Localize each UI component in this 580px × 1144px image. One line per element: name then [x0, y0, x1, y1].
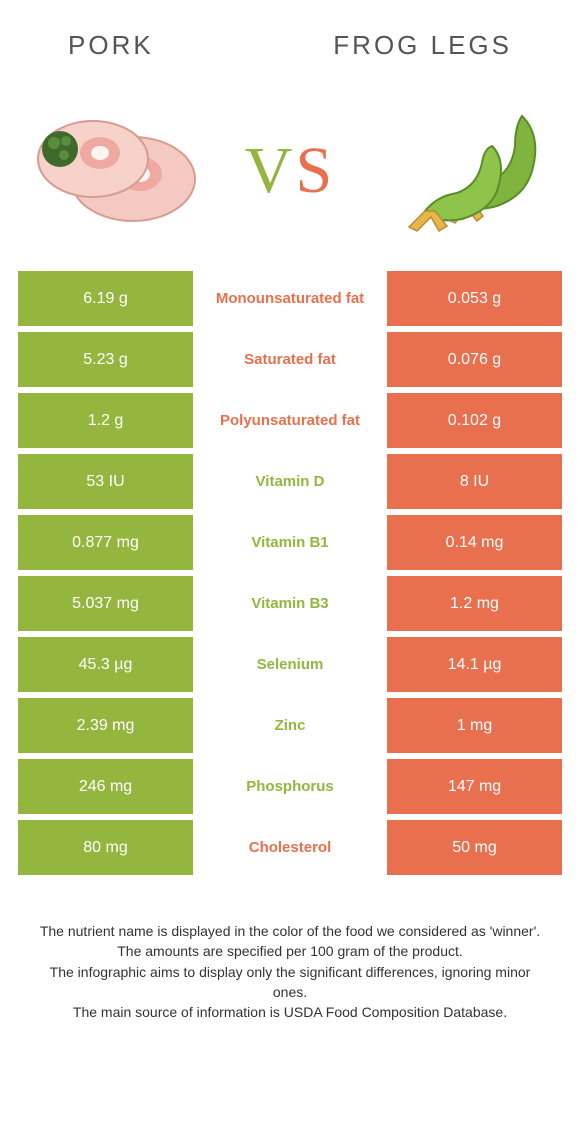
frog-value: 147 mg: [387, 759, 562, 814]
nutrient-label: Monounsaturated fat: [193, 271, 387, 326]
pork-value: 5.23 g: [18, 332, 193, 387]
frog-value: 8 IU: [387, 454, 562, 509]
pork-value: 2.39 mg: [18, 698, 193, 753]
pork-value: 1.2 g: [18, 393, 193, 448]
vs-row: VS: [18, 81, 562, 271]
pork-value: 45.3 µg: [18, 637, 193, 692]
pork-image: [28, 101, 203, 241]
vs-v: V: [245, 134, 296, 207]
footnote-line: The main source of information is USDA F…: [38, 1002, 542, 1022]
frog-value: 0.076 g: [387, 332, 562, 387]
table-row: 80 mgCholesterol50 mg: [18, 820, 562, 875]
pork-value: 53 IU: [18, 454, 193, 509]
frog-value: 50 mg: [387, 820, 562, 875]
table-row: 246 mgPhosphorus147 mg: [18, 759, 562, 814]
frog-value: 14.1 µg: [387, 637, 562, 692]
header-right: Frog legs: [333, 30, 512, 61]
table-row: 6.19 gMonounsaturated fat0.053 g: [18, 271, 562, 326]
nutrient-label: Zinc: [193, 698, 387, 753]
vs-label: VS: [245, 133, 335, 209]
table-row: 5.037 mgVitamin B31.2 mg: [18, 576, 562, 631]
pork-value: 6.19 g: [18, 271, 193, 326]
vs-s: S: [295, 134, 335, 207]
pork-value: 246 mg: [18, 759, 193, 814]
frog-legs-image: [377, 101, 552, 241]
frog-value: 0.14 mg: [387, 515, 562, 570]
pork-value: 5.037 mg: [18, 576, 193, 631]
footnote-line: The infographic aims to display only the…: [38, 962, 542, 1003]
table-row: 0.877 mgVitamin B10.14 mg: [18, 515, 562, 570]
footnote-line: The nutrient name is displayed in the co…: [38, 921, 542, 941]
nutrient-label: Cholesterol: [193, 820, 387, 875]
table-row: 45.3 µgSelenium14.1 µg: [18, 637, 562, 692]
nutrient-label: Vitamin B1: [193, 515, 387, 570]
table-row: 5.23 gSaturated fat0.076 g: [18, 332, 562, 387]
nutrient-label: Phosphorus: [193, 759, 387, 814]
frog-value: 1 mg: [387, 698, 562, 753]
frog-value: 1.2 mg: [387, 576, 562, 631]
pork-value: 80 mg: [18, 820, 193, 875]
frog-value: 0.053 g: [387, 271, 562, 326]
nutrient-label: Saturated fat: [193, 332, 387, 387]
table-row: 1.2 gPolyunsaturated fat0.102 g: [18, 393, 562, 448]
pork-value: 0.877 mg: [18, 515, 193, 570]
table-row: 53 IUVitamin D8 IU: [18, 454, 562, 509]
nutrient-label: Selenium: [193, 637, 387, 692]
nutrient-label: Vitamin B3: [193, 576, 387, 631]
nutrient-label: Polyunsaturated fat: [193, 393, 387, 448]
nutrient-table: 6.19 gMonounsaturated fat0.053 g 5.23 gSa…: [18, 271, 562, 875]
frog-value: 0.102 g: [387, 393, 562, 448]
nutrient-label: Vitamin D: [193, 454, 387, 509]
footnote-line: The amounts are specified per 100 gram o…: [38, 941, 542, 961]
header-row: Pork Frog legs: [18, 20, 562, 81]
table-row: 2.39 mgZinc1 mg: [18, 698, 562, 753]
footnotes: The nutrient name is displayed in the co…: [18, 881, 562, 1032]
header-left: Pork: [68, 30, 154, 61]
